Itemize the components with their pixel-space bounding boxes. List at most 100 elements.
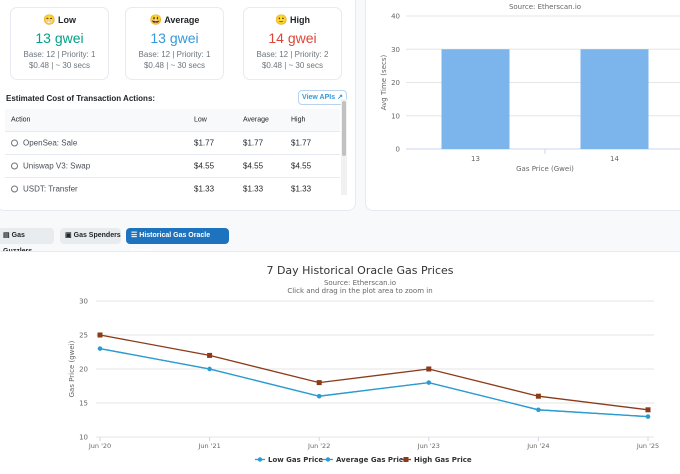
tier-high-cost: $0.48 | ~ 30 secs (261, 61, 323, 70)
data-point (536, 407, 541, 412)
data-point (645, 414, 651, 419)
table-header-row: Action Low Average High (5, 109, 340, 131)
data-point (317, 394, 322, 399)
action-name: USDT: Transfer (23, 184, 78, 194)
low-cost-cell: $1.77 (194, 138, 215, 148)
tier-average-card: 😃 Average 13 gwei Base: 12 | Priority: 1… (125, 7, 224, 80)
legend-item[interactable]: Low Gas Price (255, 456, 323, 464)
flame-icon: ▤ (3, 232, 10, 239)
historical-gas-line-chart[interactable]: 7 Day Historical Oracle Gas Prices Source… (0, 252, 680, 474)
wallet-icon: ▣ (65, 232, 72, 239)
y-axis-title: Avg Time (secs) (380, 55, 388, 111)
y-tick-label: 10 (391, 112, 400, 120)
x-tick-label: Jun '25 (636, 442, 659, 450)
clock-icon (11, 185, 18, 193)
avg-time-bar-chart[interactable]: Source: Etherscan.io 0 10 20 30 40 13 14 Gas Pri… (366, 0, 680, 212)
historical-chart-panel: 7 Day Historical Oracle Gas Prices Source… (0, 251, 680, 474)
tier-average-price: 13 gwei (150, 30, 199, 46)
x-tick-label: 14 (610, 155, 619, 163)
tier-average-label: Average (164, 15, 200, 25)
smile-emoji-icon: 😃 (149, 15, 163, 26)
clock-icon (11, 139, 18, 147)
tab-historical-gas-oracle-prices[interactable]: ☰Historical Gas Oracle Prices (126, 228, 229, 255)
column-header-low: Low (194, 116, 207, 124)
tier-high-card: 🙂 High 14 gwei Base: 12 | Priority: 2 $0… (243, 7, 342, 80)
legend-label: Low Gas Price (268, 456, 323, 464)
low-cost-cell: $1.33 (194, 184, 215, 194)
high-cost-cell: $1.77 (291, 138, 312, 148)
legend-label: High Gas Price (414, 456, 472, 464)
low-gas-line (99, 347, 649, 418)
data-point (97, 332, 103, 338)
column-header-action: Action (11, 116, 31, 124)
tier-low-price: 13 gwei (35, 30, 84, 46)
table-scrollbar[interactable] (341, 99, 347, 195)
high-cost-cell: $1.33 (291, 184, 312, 194)
low-cost-cell: $4.55 (194, 161, 215, 171)
column-header-average: Average (243, 116, 269, 124)
data-point (426, 380, 431, 385)
action-cell: OpenSea: Sale (11, 139, 77, 148)
avg-time-chart-card: Source: Etherscan.io 0 10 20 30 40 13 14 Gas Pri… (365, 0, 680, 211)
data-point (535, 393, 541, 399)
y-tick-label: 10 (79, 434, 88, 442)
gas-tracker-card: 😁 Low 13 gwei Base: 12 | Priority: 1 $0.… (0, 0, 356, 211)
tab-label: Gas Spenders (73, 232, 121, 239)
legend-item[interactable]: Average Gas Price (323, 456, 408, 464)
average-cost-cell: $1.77 (243, 138, 264, 148)
tab-gas-spenders[interactable]: ▣ Gas Spenders (60, 228, 121, 244)
y-tick-label: 40 (391, 13, 400, 21)
grin-emoji-icon: 😁 (43, 15, 56, 26)
tab-gas-guzzlers[interactable]: ▤Gas Guzzlers (0, 228, 54, 255)
data-point (316, 380, 322, 386)
x-tick-label: Jun '24 (526, 442, 549, 450)
scrollbar-thumb[interactable] (342, 101, 346, 156)
table-row: Uniswap V3: Swap $4.55 $4.55 $4.55 (5, 154, 340, 177)
table-row: OpenSea: Sale $1.77 $1.77 $1.77 (5, 131, 340, 154)
tier-average-header: 😃 Average (126, 15, 223, 26)
y-tick-label: 20 (391, 79, 400, 87)
action-cell: USDT: Transfer (11, 185, 78, 194)
slight-smile-emoji-icon: 🙂 (275, 15, 288, 26)
chart-title: 7 Day Historical Oracle Gas Prices (266, 264, 453, 277)
data-point (97, 346, 103, 351)
y-axis-title: Gas Price (gwei) (68, 340, 76, 397)
bar (441, 49, 510, 149)
chart-subtitle: Source: Etherscan.io (324, 279, 396, 287)
legend-marker (257, 457, 263, 462)
tier-average-base: Base: 12 | Priority: 1 (138, 50, 211, 59)
view-apis-label: View APIs (302, 94, 336, 101)
y-tick-label: 0 (396, 146, 400, 154)
chart-zoom-hint: Click and drag in the plot area to zoom … (287, 287, 432, 295)
tier-low-label: Low (57, 15, 76, 25)
legend-item[interactable]: High Gas Price (401, 456, 472, 464)
x-tick-label: Jun '20 (88, 442, 111, 450)
legend-label: Average Gas Price (336, 456, 408, 464)
data-point (645, 407, 651, 413)
chart-subtitle: Source: Etherscan.io (509, 3, 581, 11)
table-row: USDT: Transfer $1.33 $1.33 $1.33 (5, 177, 340, 200)
column-header-high: High (291, 116, 306, 124)
legend-marker (325, 457, 331, 462)
tier-high-price: 14 gwei (268, 30, 317, 46)
y-tick-label: 30 (391, 46, 400, 54)
x-tick-label: Jun '23 (417, 442, 440, 450)
y-tick-label: 15 (79, 400, 88, 408)
tier-high-label: High (289, 15, 310, 25)
view-apis-button[interactable]: View APIs ↗ (298, 90, 347, 105)
high-cost-cell: $4.55 (291, 161, 312, 171)
y-tick-label: 20 (79, 366, 88, 374)
tier-low-base: Base: 12 | Priority: 1 (23, 50, 96, 59)
estimate-table: Action Low Average High OpenSea: Sale $1… (5, 109, 340, 200)
y-tick-label: 25 (79, 332, 88, 340)
action-cell: Uniswap V3: Swap (11, 162, 90, 171)
data-point (207, 366, 212, 372)
average-cost-cell: $4.55 (243, 161, 264, 171)
y-tick-label: 30 (79, 298, 88, 306)
tier-high-base: Base: 12 | Priority: 2 (256, 50, 329, 59)
average-cost-cell: $1.33 (243, 184, 264, 194)
clock-icon (11, 162, 18, 170)
high-gas-line (99, 334, 649, 411)
tier-low-cost: $0.48 | ~ 30 secs (28, 61, 90, 70)
x-tick-label: 13 (471, 155, 480, 163)
